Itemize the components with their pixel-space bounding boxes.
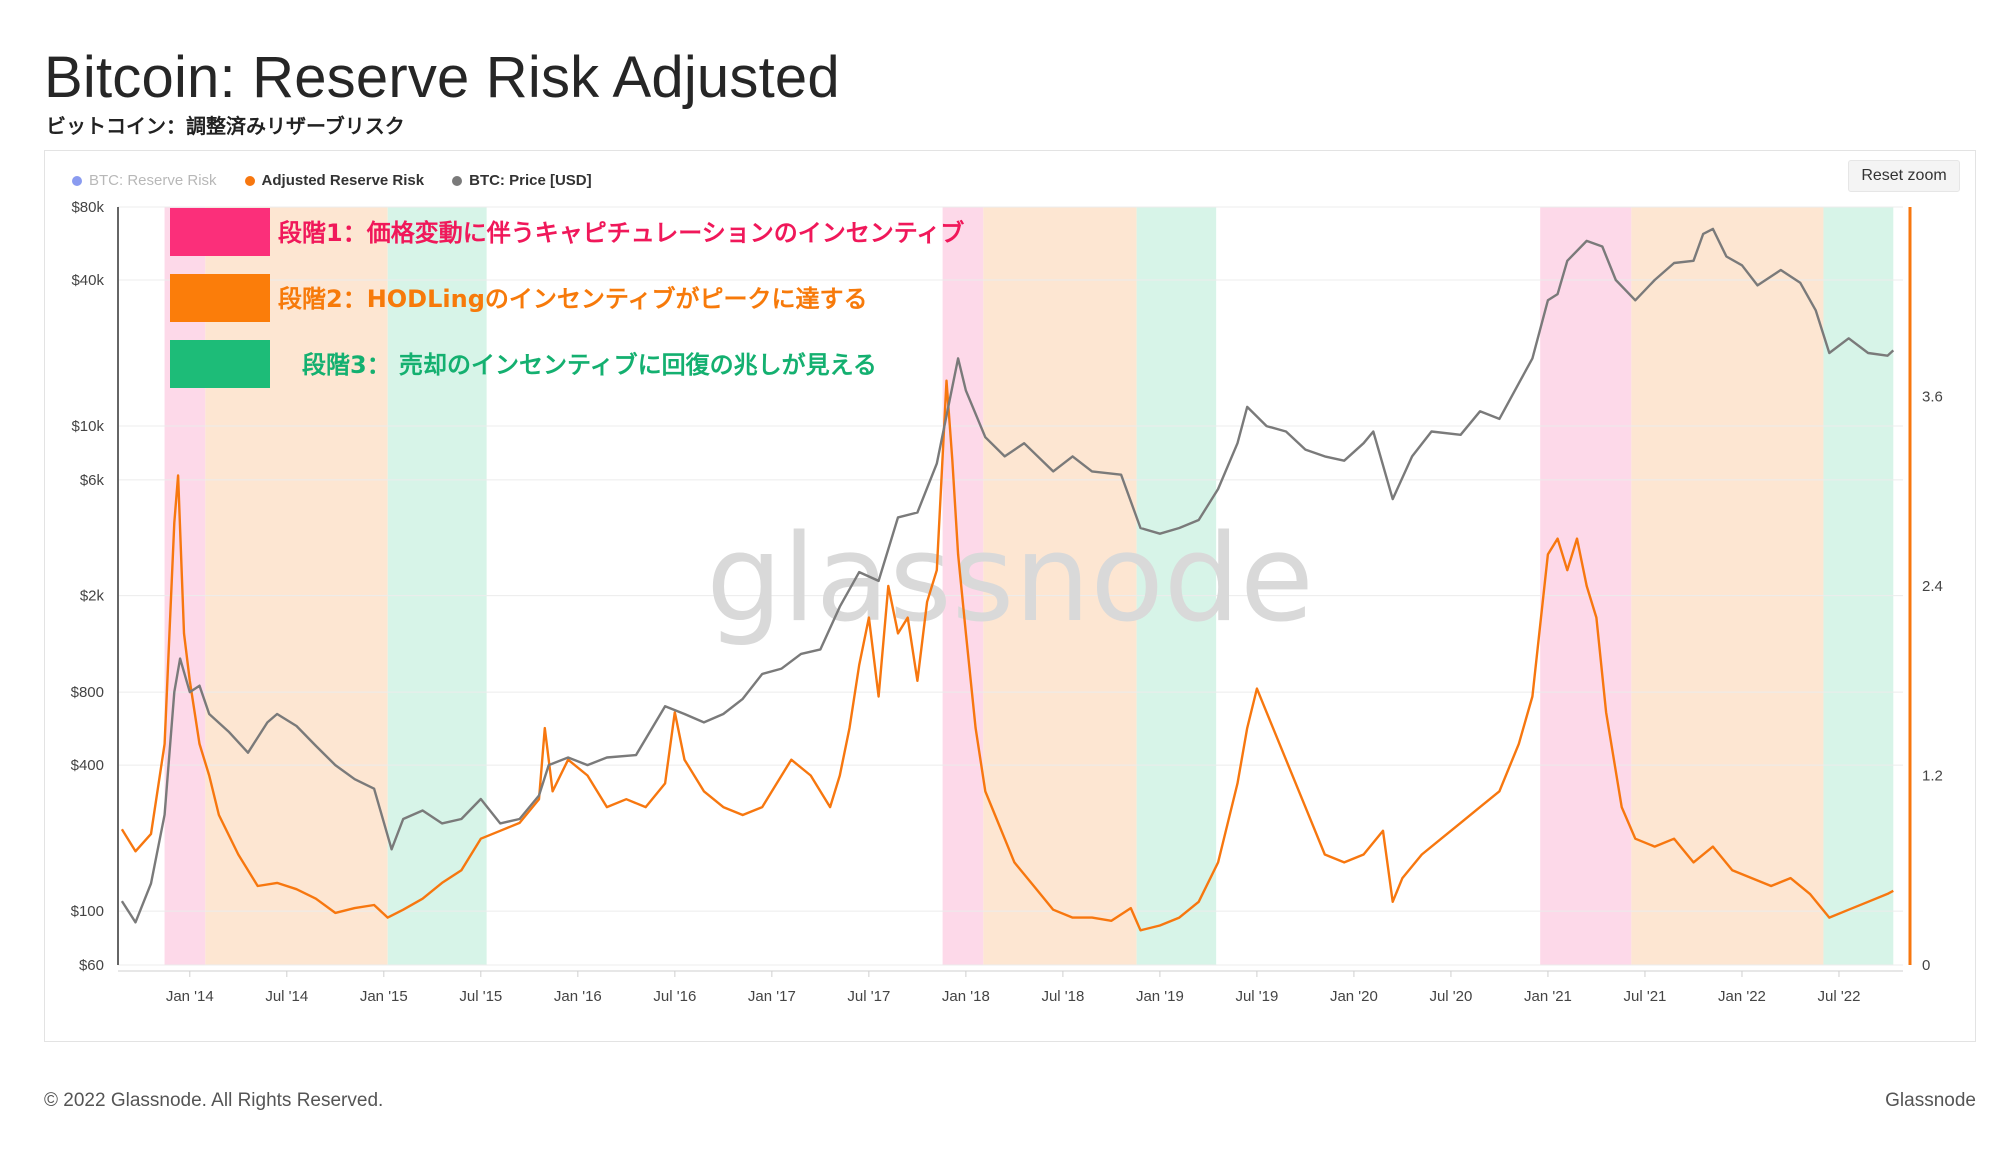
legend-item-reserve-risk[interactable]: BTC: Reserve Risk [72,172,217,189]
legend-item-price[interactable]: BTC: Price [USD] [452,172,592,189]
phase-band-6 [1136,207,1217,965]
x-tick-label: Jan '14 [166,988,214,1005]
page-subtitle: ビットコイン：調整済みリザーブリスク [46,116,405,138]
phase-2-label: 段階2：HODLingのインセンティブがピークに達する [278,285,867,313]
x-tick-label: Jul '16 [653,988,696,1005]
phase-band-2 [205,207,388,965]
phase-band-4 [942,207,984,965]
y-right-tick-label: 2.4 [1922,578,1943,595]
grid-lines [118,206,1903,966]
series-lines [120,227,1895,932]
y-left-tick-label: $800 [71,684,104,701]
y-left-tick-label: $400 [71,757,104,774]
chart-legend: BTC: Reserve Risk Adjusted Reserve Risk … [72,172,592,189]
adjusted-reserve-risk-line [120,379,1894,932]
phase-bands [164,207,1894,965]
phase-band-3 [387,207,487,965]
legend-label-price: BTC: Price [USD] [469,172,592,189]
x-tick-label: Jul '15 [459,988,502,1005]
x-tick-label: Jan '21 [1524,988,1572,1005]
phase-2-swatch [170,274,270,322]
y-right-tick-label: 0 [1922,957,1930,974]
price-line [120,227,1895,924]
footer-brand: Glassnode [1885,1090,1976,1111]
phase-1-swatch [170,208,270,256]
x-tick-label: Jul '21 [1624,988,1667,1005]
phase-band-8 [1631,207,1824,965]
phase-3-label: 段階3： 売却のインセンティブに回復の兆しが見える [302,351,877,379]
axes: $60 $100 $400 $800 $2k $6k $10k $40k $80k 0 1.2 2.4… [71,199,1943,1005]
x-tick-label: Jan '17 [748,988,796,1005]
legend-dot-reserve-risk [72,175,82,186]
phase-1-label: 段階1：価格変動に伴うキャピチュレーションのインセンティブ [278,219,964,247]
x-tick-label: Jul '17 [847,988,890,1005]
legend-dot-adjusted-reserve-risk [244,175,255,186]
chart-panel [44,150,1976,1042]
phase-3-swatch [170,340,270,388]
y-right-tick-label: 1.2 [1922,768,1943,785]
x-tick-label: Jul '22 [1818,988,1861,1005]
y-left-tick-label: $10k [71,418,104,435]
x-tick-label: Jul '20 [1429,988,1472,1005]
y-left-tick-label: $2k [80,588,105,605]
y-left-tick-label: $100 [71,903,104,920]
x-tick-label: Jan '18 [942,988,990,1005]
y-left-tick-label: $80k [71,199,104,216]
x-tick-label: Jul '19 [1235,988,1278,1005]
y-left-tick-label: $6k [80,472,105,489]
x-tick-label: Jan '15 [360,988,408,1005]
reset-zoom-button[interactable]: Reset zoom [1848,160,1960,192]
y-left-tick-label: $40k [71,272,104,289]
legend-dot-price [452,175,463,186]
x-tick-label: Jan '20 [1330,988,1378,1005]
x-tick-label: Jul '18 [1041,988,1084,1005]
phase-band-5 [983,207,1137,965]
legend-item-adjusted-reserve-risk[interactable]: Adjusted Reserve Risk [244,172,425,189]
phase-legend: 段階1：価格変動に伴うキャピチュレーションのインセンティブ段階2：HODLing… [170,208,964,388]
x-tick-label: Jan '16 [554,988,602,1005]
y-left-tick-label: $60 [79,957,104,974]
x-tick-label: Jan '19 [1136,988,1184,1005]
watermark: glassnode [706,510,1314,649]
page-title: Bitcoin: Reserve Risk Adjusted [44,45,840,110]
x-tick-label: Jul '14 [265,988,308,1005]
x-tick-label: Jan '22 [1718,988,1766,1005]
phase-band-9 [1823,207,1894,965]
legend-label-adjusted-reserve-risk: Adjusted Reserve Risk [261,172,425,189]
y-right-tick-label: 3.6 [1922,389,1943,406]
legend-label-reserve-risk: BTC: Reserve Risk [89,172,217,189]
footer-copyright: © 2022 Glassnode. All Rights Reserved. [44,1090,384,1111]
